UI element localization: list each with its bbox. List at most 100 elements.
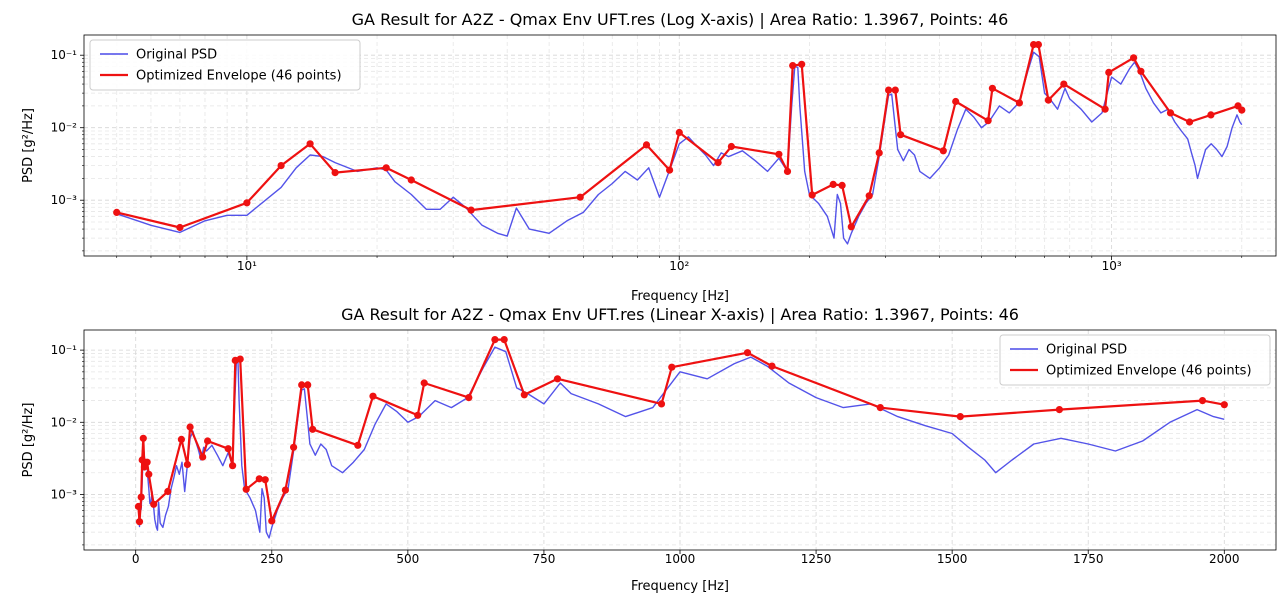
envelope-point bbox=[268, 517, 276, 525]
envelope-point bbox=[465, 394, 473, 402]
envelope-point bbox=[808, 191, 816, 199]
legend-label: Optimized Envelope (46 points) bbox=[1046, 364, 1252, 379]
legend-label: Original PSD bbox=[1046, 343, 1127, 358]
legend-label: Optimized Envelope (46 points) bbox=[136, 69, 342, 84]
envelope-point bbox=[306, 140, 314, 148]
envelope-point bbox=[520, 391, 528, 399]
chart-title: GA Result for A2Z - Qmax Env UFT.res (Lo… bbox=[352, 10, 1009, 29]
x-tick-label: 2000 bbox=[1209, 552, 1240, 566]
y-tick-label: 10⁻² bbox=[51, 121, 78, 135]
envelope-point bbox=[875, 149, 883, 157]
envelope-point bbox=[675, 128, 683, 137]
x-tick-label: 1000 bbox=[665, 552, 696, 566]
chart-panel-2: 10⁻³ 10⁻² 10⁻¹ 0 250 500 750 1000 1250 1500 1750 20… bbox=[21, 305, 1277, 594]
envelope-point bbox=[139, 434, 147, 442]
envelope-point bbox=[952, 97, 960, 106]
envelope-point bbox=[988, 84, 997, 92]
y-axis-label: PSD [g²/Hz] bbox=[21, 108, 36, 183]
x-tick-label: 10² bbox=[669, 259, 689, 273]
x-tick-label: 250 bbox=[260, 552, 283, 566]
grid bbox=[84, 330, 1276, 550]
envelope-point bbox=[956, 413, 964, 421]
envelope-point bbox=[298, 381, 306, 389]
envelope-point bbox=[743, 349, 752, 357]
envelope-point bbox=[500, 336, 508, 344]
envelope-point bbox=[420, 379, 428, 387]
x-axis-label: Frequency [Hz] bbox=[631, 579, 729, 594]
envelope-point bbox=[304, 381, 312, 389]
envelope-point bbox=[1207, 111, 1215, 119]
y-axis-label: PSD [g²/Hz] bbox=[21, 403, 36, 478]
envelope-point bbox=[135, 518, 144, 526]
x-tick-label: 1250 bbox=[801, 552, 832, 566]
envelope-point bbox=[134, 502, 142, 511]
envelope-point bbox=[1055, 406, 1063, 414]
envelope-point bbox=[1105, 68, 1113, 76]
envelope-point bbox=[727, 142, 736, 151]
envelope-point bbox=[1137, 67, 1145, 75]
envelope-point bbox=[1015, 99, 1024, 107]
chart-panel-1: 10⁻³ 10⁻² 10⁻¹ 10¹ 10² 10³ GA Result for A2Z -… bbox=[21, 10, 1277, 304]
envelope-point bbox=[897, 131, 905, 139]
envelope-point bbox=[891, 86, 899, 94]
chart-title: GA Result for A2Z - Qmax Env UFT.res (Li… bbox=[341, 305, 1019, 324]
envelope-point bbox=[1186, 118, 1194, 126]
envelope-point bbox=[242, 485, 250, 493]
x-tick-label: 1750 bbox=[1073, 552, 1104, 566]
envelope-point bbox=[939, 147, 947, 155]
x-tick-label: 10³ bbox=[1102, 259, 1122, 273]
envelope-point bbox=[876, 404, 884, 412]
plot-area bbox=[113, 41, 1246, 245]
envelope-point bbox=[143, 458, 151, 466]
envelope-point bbox=[229, 462, 237, 470]
legend-box bbox=[89, 39, 361, 91]
envelope-point bbox=[137, 493, 145, 501]
envelope-point bbox=[354, 441, 362, 449]
envelope-point bbox=[1166, 109, 1175, 117]
envelope-point bbox=[150, 500, 158, 508]
envelope-point bbox=[186, 423, 194, 431]
envelope-point bbox=[789, 62, 797, 70]
envelope-point bbox=[865, 192, 873, 200]
envelope-point bbox=[1101, 105, 1109, 113]
envelope-point bbox=[666, 166, 674, 174]
y-tick-label: 10⁻² bbox=[51, 415, 78, 429]
y-tick-label: 10⁻¹ bbox=[51, 343, 78, 357]
envelope-point bbox=[414, 411, 422, 419]
envelope-point bbox=[798, 60, 806, 68]
legend-box bbox=[999, 334, 1271, 386]
envelope-point bbox=[576, 193, 584, 201]
series-line-optimized-envelope bbox=[116, 43, 1243, 229]
envelope-point bbox=[183, 460, 191, 469]
envelope-point bbox=[1060, 80, 1068, 88]
envelope-point bbox=[783, 167, 792, 175]
plot-area bbox=[134, 336, 1228, 539]
envelope-point bbox=[1034, 41, 1042, 49]
envelope-point bbox=[309, 425, 317, 433]
y-tick-label: 10⁻³ bbox=[51, 487, 78, 501]
envelope-point bbox=[224, 445, 232, 453]
envelope-point bbox=[255, 475, 263, 483]
envelope-point bbox=[176, 223, 184, 232]
envelope-point bbox=[714, 159, 722, 167]
envelope-point bbox=[382, 164, 390, 172]
x-tick-label: 0 bbox=[132, 552, 140, 566]
envelope-point bbox=[829, 180, 837, 188]
series-line-original-psd bbox=[137, 346, 1225, 539]
envelope-point bbox=[243, 199, 251, 207]
envelope-point bbox=[164, 487, 172, 496]
y-tick-label: 10⁻¹ bbox=[51, 48, 78, 62]
envelope-point bbox=[261, 476, 269, 484]
envelope-point bbox=[281, 486, 289, 494]
legend: Original PSD Optimized Envelope (46 point… bbox=[89, 39, 361, 91]
envelope-point bbox=[113, 208, 121, 216]
envelope-point bbox=[847, 223, 855, 231]
envelope-point bbox=[407, 176, 415, 184]
x-tick-label: 750 bbox=[532, 552, 555, 566]
envelope-point bbox=[236, 355, 244, 363]
envelope-point bbox=[553, 375, 562, 383]
envelope-point bbox=[775, 150, 783, 158]
envelope-point bbox=[657, 400, 666, 408]
envelope-point bbox=[1198, 397, 1207, 405]
